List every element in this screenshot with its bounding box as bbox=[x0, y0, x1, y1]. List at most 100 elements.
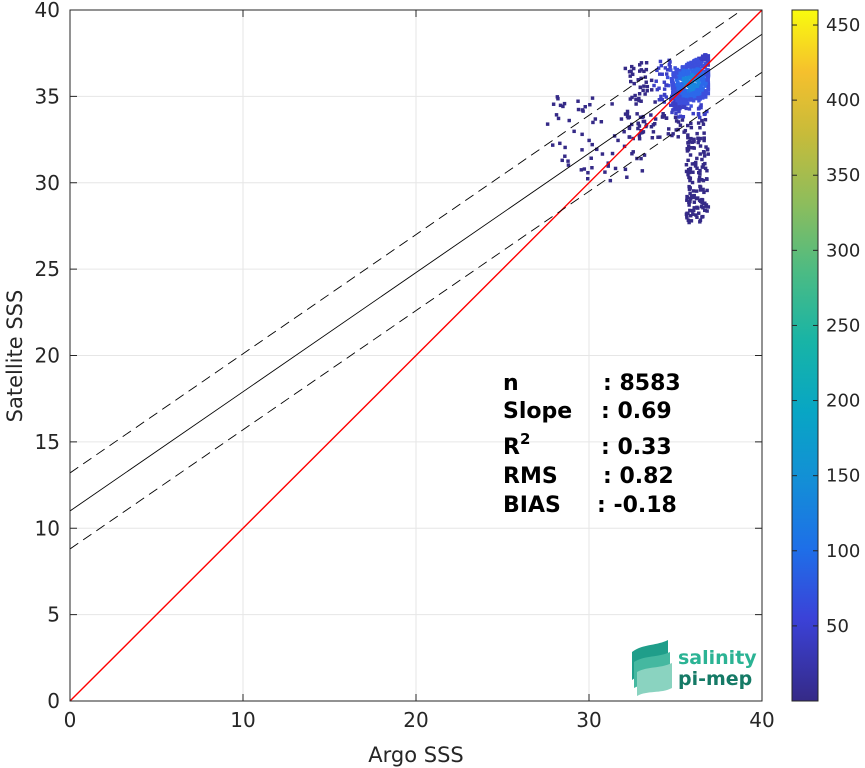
density-cell bbox=[625, 109, 630, 114]
density-cell bbox=[642, 84, 646, 88]
density-cell bbox=[661, 112, 665, 116]
density-cell bbox=[703, 64, 707, 68]
density-cell bbox=[679, 99, 683, 103]
density-cell bbox=[689, 214, 693, 218]
density-cell bbox=[651, 130, 656, 134]
density-cell bbox=[694, 196, 699, 201]
stat-bias-value: : -0.18 bbox=[597, 493, 677, 518]
density-cell bbox=[698, 126, 702, 130]
density-cell bbox=[700, 82, 705, 86]
density-cell bbox=[627, 70, 632, 74]
density-cell bbox=[685, 64, 689, 68]
density-cell bbox=[603, 170, 607, 174]
density-cell bbox=[687, 107, 692, 111]
density-cell bbox=[649, 113, 653, 117]
y-tick-label: 15 bbox=[35, 430, 60, 454]
density-cell bbox=[695, 156, 699, 161]
density-cell bbox=[672, 72, 677, 76]
density-cell bbox=[689, 121, 693, 126]
density-cell bbox=[676, 80, 680, 84]
density-cell bbox=[676, 120, 681, 124]
density-cell bbox=[689, 60, 693, 65]
density-cell bbox=[688, 186, 692, 190]
density-cell bbox=[690, 73, 694, 77]
density-cell bbox=[703, 84, 707, 88]
colorbar-tick-label: 150 bbox=[826, 466, 860, 487]
density-cell bbox=[698, 115, 702, 120]
density-cell bbox=[700, 157, 704, 162]
density-cell bbox=[692, 68, 697, 72]
density-cell bbox=[636, 78, 640, 82]
density-cell bbox=[610, 102, 614, 106]
density-cell bbox=[670, 133, 674, 138]
density-cell bbox=[682, 82, 686, 86]
density-cell bbox=[593, 117, 598, 121]
density-cell bbox=[580, 148, 584, 152]
y-axis-ticks: 0 5 10 15 20 25 30 35 40 bbox=[35, 0, 762, 713]
density-cell bbox=[637, 92, 642, 96]
density-cell bbox=[680, 65, 685, 69]
density-cell bbox=[583, 105, 587, 109]
density-cell bbox=[580, 132, 584, 137]
density-cell bbox=[691, 99, 696, 103]
density-cell bbox=[698, 184, 702, 189]
logo-pimep-text: pi-mep bbox=[678, 668, 752, 690]
density-cell bbox=[698, 72, 702, 76]
density-cell bbox=[702, 55, 706, 60]
density-cell bbox=[692, 206, 696, 210]
density-cell bbox=[673, 99, 677, 103]
density-cell bbox=[551, 102, 556, 106]
density-cell bbox=[656, 66, 661, 70]
fit-lower-line bbox=[70, 71, 762, 550]
density-cell bbox=[689, 194, 694, 198]
density-cell bbox=[687, 220, 691, 225]
density-cell bbox=[703, 78, 707, 82]
density-cell bbox=[689, 125, 694, 130]
density-cell bbox=[631, 72, 635, 77]
density-cell bbox=[691, 170, 695, 174]
stat-rms-label: RMS bbox=[503, 464, 558, 489]
fit-line bbox=[70, 33, 762, 512]
density-cell bbox=[639, 156, 643, 161]
density-cell bbox=[688, 153, 693, 157]
logo-salinity-text: salinity bbox=[678, 647, 757, 669]
density-cell bbox=[699, 103, 703, 107]
density-cell bbox=[676, 93, 681, 98]
colorbar-tick-label: 450 bbox=[826, 15, 860, 36]
density-cell bbox=[687, 170, 692, 175]
density-cell bbox=[703, 208, 707, 212]
density-cell bbox=[677, 83, 682, 87]
density-cell bbox=[681, 115, 686, 119]
density-cell bbox=[678, 105, 682, 109]
density-cell bbox=[692, 93, 696, 97]
stat-rms-value: : 0.82 bbox=[603, 464, 674, 489]
density-cell bbox=[702, 138, 706, 143]
grid-lines bbox=[70, 10, 762, 701]
density-cell bbox=[633, 93, 637, 98]
density-cell bbox=[650, 136, 655, 140]
density-cell bbox=[690, 180, 695, 185]
density-cell bbox=[671, 85, 676, 89]
density-cell bbox=[674, 68, 678, 73]
density-cell bbox=[670, 110, 674, 115]
density-cell bbox=[678, 114, 683, 118]
y-tick-label: 25 bbox=[35, 257, 60, 281]
density-cell bbox=[683, 128, 688, 133]
density-cell bbox=[566, 159, 570, 163]
density-cell bbox=[645, 84, 650, 89]
logo-wave-icon bbox=[632, 640, 672, 696]
density-cell bbox=[653, 100, 657, 104]
density-cell bbox=[659, 94, 663, 99]
density-cell bbox=[686, 211, 690, 216]
density-cell bbox=[688, 166, 693, 171]
density-cell bbox=[696, 206, 700, 210]
density-cell bbox=[696, 112, 701, 116]
density-cell bbox=[545, 122, 550, 126]
density-cell bbox=[705, 148, 710, 152]
density-cell bbox=[625, 175, 629, 179]
density-cell bbox=[684, 106, 688, 111]
density-cell bbox=[652, 83, 656, 88]
density-cell bbox=[706, 70, 711, 75]
density-cell bbox=[685, 149, 690, 153]
density-cell bbox=[686, 158, 690, 163]
